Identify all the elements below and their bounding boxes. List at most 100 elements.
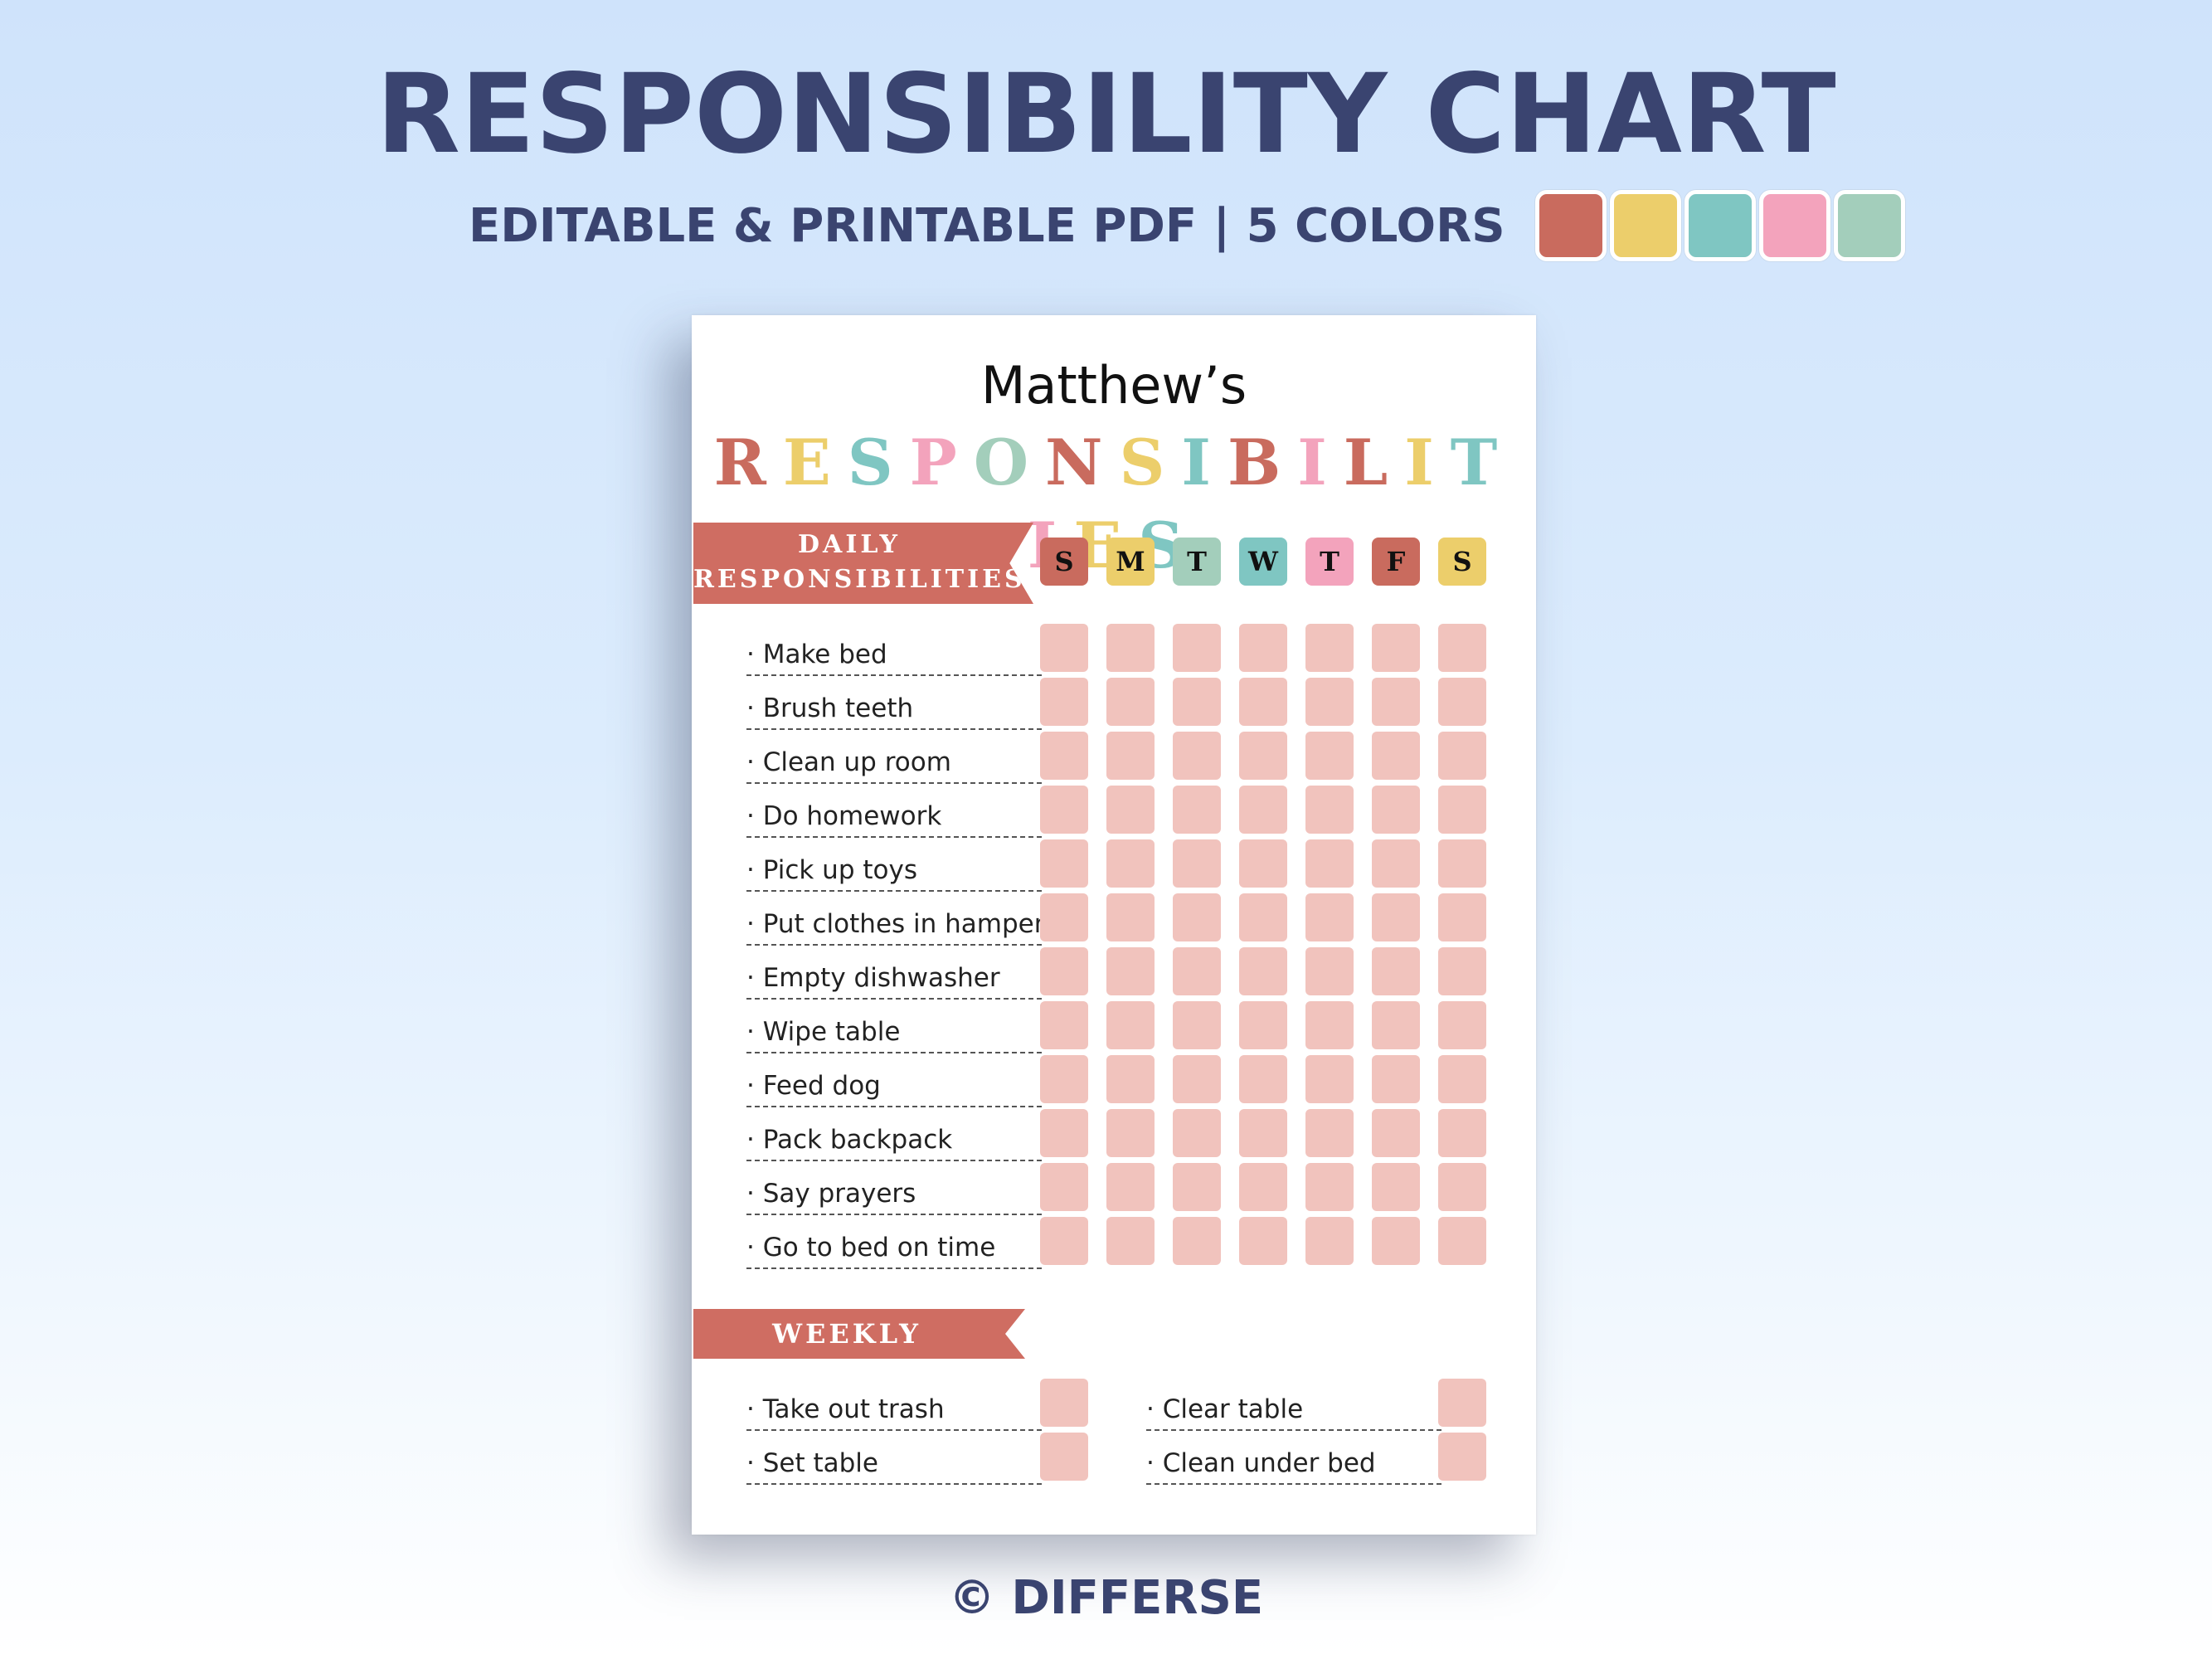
checkbox-cell[interactable] bbox=[1438, 678, 1486, 726]
checkbox-cell[interactable] bbox=[1305, 839, 1354, 888]
checkbox-cell[interactable] bbox=[1040, 1163, 1088, 1211]
checkbox-cell[interactable] bbox=[1173, 678, 1221, 726]
daily-task-row: · Pack backpack bbox=[746, 1107, 1042, 1161]
checkbox-cell[interactable] bbox=[1239, 1163, 1287, 1211]
checkbox-cell[interactable] bbox=[1305, 678, 1354, 726]
checkbox-cell[interactable] bbox=[1040, 678, 1088, 726]
checkbox-cell[interactable] bbox=[1438, 786, 1486, 834]
checkbox-cell[interactable] bbox=[1239, 786, 1287, 834]
checkbox-cell[interactable] bbox=[1438, 839, 1486, 888]
checkbox-cell[interactable] bbox=[1040, 1109, 1088, 1157]
checkbox-cell[interactable] bbox=[1305, 1217, 1354, 1265]
checkbox-cell[interactable] bbox=[1173, 839, 1221, 888]
task-label: · Clean under bed bbox=[1146, 1448, 1376, 1478]
checkbox-cell[interactable] bbox=[1438, 893, 1486, 941]
checkbox-cell[interactable] bbox=[1106, 839, 1155, 888]
checkbox-cell[interactable] bbox=[1040, 839, 1088, 888]
checkbox-cell[interactable] bbox=[1372, 732, 1420, 780]
checkbox-cell[interactable] bbox=[1173, 947, 1221, 995]
checkbox-cell[interactable] bbox=[1106, 1163, 1155, 1211]
checkbox-cell[interactable] bbox=[1305, 947, 1354, 995]
checkbox-cell[interactable] bbox=[1305, 1055, 1354, 1103]
checkbox-cell[interactable] bbox=[1106, 786, 1155, 834]
checkbox-cell[interactable] bbox=[1239, 947, 1287, 995]
checkbox-cell[interactable] bbox=[1372, 678, 1420, 726]
checkbox-cell[interactable] bbox=[1239, 624, 1287, 672]
checkbox-cell[interactable] bbox=[1305, 732, 1354, 780]
checkbox-cell[interactable] bbox=[1438, 1109, 1486, 1157]
checkbox-cell[interactable] bbox=[1305, 1163, 1354, 1211]
checkbox-cell[interactable] bbox=[1438, 732, 1486, 780]
checkbox-cell[interactable] bbox=[1106, 732, 1155, 780]
checkbox-cell[interactable] bbox=[1239, 1217, 1287, 1265]
checkbox-cell[interactable] bbox=[1040, 1433, 1088, 1481]
checkbox-cell[interactable] bbox=[1040, 624, 1088, 672]
checkbox-cell[interactable] bbox=[1239, 732, 1287, 780]
checkbox-cell[interactable] bbox=[1040, 1217, 1088, 1265]
checkbox-cell[interactable] bbox=[1438, 1217, 1486, 1265]
checkbox-cell[interactable] bbox=[1106, 1217, 1155, 1265]
checkbox-cell[interactable] bbox=[1173, 1217, 1221, 1265]
checkbox-cell[interactable] bbox=[1173, 1109, 1221, 1157]
checkbox-cell[interactable] bbox=[1040, 947, 1088, 995]
checkbox-cell[interactable] bbox=[1106, 624, 1155, 672]
task-label: · Say prayers bbox=[746, 1179, 916, 1209]
checkbox-cell[interactable] bbox=[1438, 1379, 1486, 1427]
checkbox-cell[interactable] bbox=[1173, 624, 1221, 672]
checkbox-cell[interactable] bbox=[1372, 1217, 1420, 1265]
checkbox-cell[interactable] bbox=[1372, 1163, 1420, 1211]
daily-task-row: · Brush teeth bbox=[746, 676, 1042, 730]
copyright-credit: © DIFFERSE bbox=[948, 1571, 1264, 1625]
checkbox-cell[interactable] bbox=[1040, 1001, 1088, 1049]
checkbox-cell[interactable] bbox=[1372, 624, 1420, 672]
checkbox-cell[interactable] bbox=[1438, 1001, 1486, 1049]
checkbox-cell[interactable] bbox=[1173, 786, 1221, 834]
checkbox-cell[interactable] bbox=[1040, 732, 1088, 780]
checkbox-cell[interactable] bbox=[1239, 1055, 1287, 1103]
checkbox-cell[interactable] bbox=[1040, 893, 1088, 941]
checkbox-cell[interactable] bbox=[1106, 1109, 1155, 1157]
checkbox-cell[interactable] bbox=[1438, 1163, 1486, 1211]
checkbox-cell[interactable] bbox=[1106, 947, 1155, 995]
checkbox-cell[interactable] bbox=[1173, 1001, 1221, 1049]
color-swatch[interactable] bbox=[1534, 190, 1607, 261]
checkbox-cell[interactable] bbox=[1173, 732, 1221, 780]
checkbox-cell[interactable] bbox=[1040, 1379, 1088, 1427]
checkbox-cell[interactable] bbox=[1106, 893, 1155, 941]
daily-task-row: · Wipe table bbox=[746, 1000, 1042, 1053]
checkbox-cell[interactable] bbox=[1106, 1055, 1155, 1103]
checkbox-cell[interactable] bbox=[1305, 786, 1354, 834]
checkbox-cell[interactable] bbox=[1106, 678, 1155, 726]
checkbox-cell[interactable] bbox=[1239, 839, 1287, 888]
color-swatch[interactable] bbox=[1758, 190, 1830, 261]
checkbox-cell[interactable] bbox=[1040, 786, 1088, 834]
checkbox-cell[interactable] bbox=[1372, 1001, 1420, 1049]
checkbox-cell[interactable] bbox=[1372, 1109, 1420, 1157]
checkbox-cell[interactable] bbox=[1173, 893, 1221, 941]
checkbox-cell[interactable] bbox=[1305, 893, 1354, 941]
checkbox-cell[interactable] bbox=[1239, 893, 1287, 941]
checkbox-cell[interactable] bbox=[1372, 839, 1420, 888]
checkbox-cell[interactable] bbox=[1040, 1055, 1088, 1103]
checkbox-cell[interactable] bbox=[1438, 947, 1486, 995]
checkbox-cell[interactable] bbox=[1305, 1001, 1354, 1049]
checkbox-cell[interactable] bbox=[1239, 1109, 1287, 1157]
checkbox-cell[interactable] bbox=[1372, 786, 1420, 834]
checkbox-cell[interactable] bbox=[1173, 1055, 1221, 1103]
checkbox-cell[interactable] bbox=[1239, 678, 1287, 726]
color-swatch[interactable] bbox=[1833, 190, 1905, 261]
checkbox-cell[interactable] bbox=[1239, 1001, 1287, 1049]
checkbox-cell[interactable] bbox=[1106, 1001, 1155, 1049]
checkbox-cell[interactable] bbox=[1372, 1055, 1420, 1103]
checkbox-cell[interactable] bbox=[1372, 947, 1420, 995]
checkbox-cell[interactable] bbox=[1305, 1109, 1354, 1157]
checkbox-cell[interactable] bbox=[1438, 1055, 1486, 1103]
checkbox-cell[interactable] bbox=[1173, 1163, 1221, 1211]
task-label: · Wipe table bbox=[746, 1017, 901, 1047]
color-swatch[interactable] bbox=[1609, 190, 1681, 261]
checkbox-cell[interactable] bbox=[1438, 624, 1486, 672]
color-swatch[interactable] bbox=[1684, 190, 1756, 261]
checkbox-cell[interactable] bbox=[1438, 1433, 1486, 1481]
checkbox-cell[interactable] bbox=[1372, 893, 1420, 941]
checkbox-cell[interactable] bbox=[1305, 624, 1354, 672]
